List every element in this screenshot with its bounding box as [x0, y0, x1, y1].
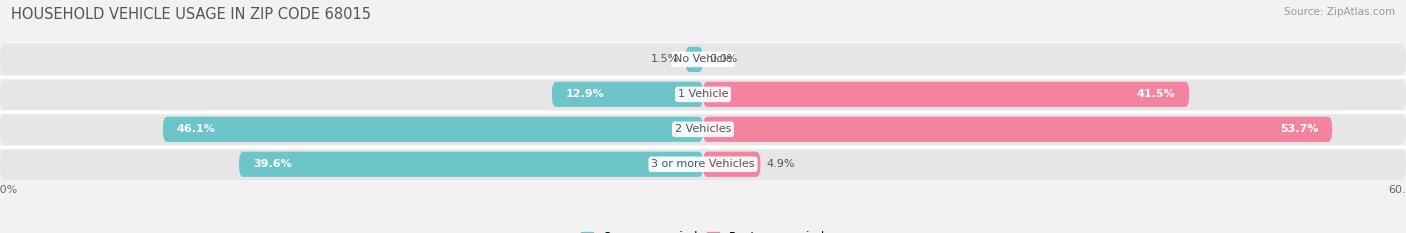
FancyBboxPatch shape — [239, 152, 703, 177]
Text: 1.5%: 1.5% — [651, 55, 679, 64]
Text: HOUSEHOLD VEHICLE USAGE IN ZIP CODE 68015: HOUSEHOLD VEHICLE USAGE IN ZIP CODE 6801… — [11, 7, 371, 22]
FancyBboxPatch shape — [0, 114, 1406, 145]
FancyBboxPatch shape — [703, 117, 1333, 142]
Text: 0.0%: 0.0% — [709, 55, 737, 64]
Text: 4.9%: 4.9% — [766, 159, 794, 169]
FancyBboxPatch shape — [163, 117, 703, 142]
FancyBboxPatch shape — [551, 82, 703, 107]
Legend: Owner-occupied, Renter-occupied: Owner-occupied, Renter-occupied — [576, 226, 830, 233]
Text: 53.7%: 53.7% — [1279, 124, 1319, 134]
Text: 41.5%: 41.5% — [1136, 89, 1175, 99]
Text: 39.6%: 39.6% — [253, 159, 292, 169]
FancyBboxPatch shape — [703, 152, 761, 177]
Text: 46.1%: 46.1% — [177, 124, 215, 134]
Text: 3 or more Vehicles: 3 or more Vehicles — [651, 159, 755, 169]
FancyBboxPatch shape — [0, 149, 1406, 180]
Text: No Vehicle: No Vehicle — [673, 55, 733, 64]
Text: 12.9%: 12.9% — [565, 89, 605, 99]
FancyBboxPatch shape — [686, 47, 703, 72]
Text: Source: ZipAtlas.com: Source: ZipAtlas.com — [1284, 7, 1395, 17]
FancyBboxPatch shape — [0, 44, 1406, 75]
FancyBboxPatch shape — [703, 82, 1189, 107]
FancyBboxPatch shape — [0, 79, 1406, 110]
Text: 2 Vehicles: 2 Vehicles — [675, 124, 731, 134]
Text: 1 Vehicle: 1 Vehicle — [678, 89, 728, 99]
